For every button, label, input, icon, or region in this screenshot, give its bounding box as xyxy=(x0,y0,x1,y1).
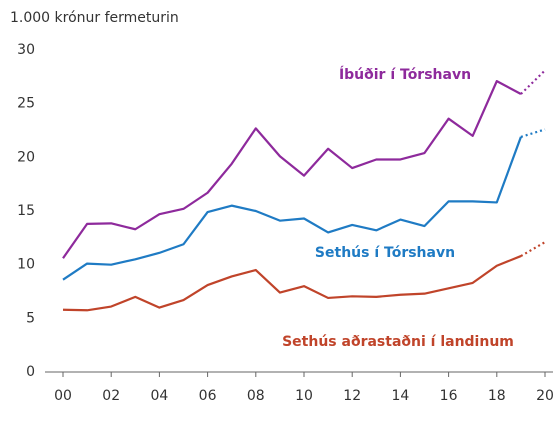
series-label: Sethús í Tórshavn xyxy=(315,245,455,261)
y-tick-label: 0 xyxy=(26,364,35,380)
line-series xyxy=(62,255,522,312)
y-tick-label: 25 xyxy=(17,96,35,112)
line-projection xyxy=(520,241,546,258)
y-tick-label: 20 xyxy=(17,149,35,165)
series-label: Íbúðir í Tórshavn xyxy=(339,66,471,83)
x-tick-label: 18 xyxy=(488,388,506,404)
line-series xyxy=(62,136,522,281)
y-tick-label: 5 xyxy=(26,310,35,326)
x-tick-label: 16 xyxy=(440,388,458,404)
line-series xyxy=(62,80,522,259)
x-tick-label: 20 xyxy=(536,388,553,404)
series-label: Sethús aðrastaðni í landinum xyxy=(282,334,514,350)
y-tick-label: 10 xyxy=(17,257,35,273)
x-tick-label: 00 xyxy=(54,388,72,404)
x-tick-label: 14 xyxy=(391,388,409,404)
x-tick-label: 12 xyxy=(343,388,361,404)
line-projection xyxy=(520,69,546,95)
line-projection xyxy=(520,128,546,138)
x-tick-label: 06 xyxy=(199,388,217,404)
x-tick-label: 02 xyxy=(102,388,120,404)
y-axis-label: 1.000 krónur fermeturin xyxy=(10,10,179,26)
y-tick-label: 15 xyxy=(17,203,35,219)
x-tick-label: 08 xyxy=(247,388,265,404)
y-tick-label: 30 xyxy=(17,42,35,58)
x-tick-label: 04 xyxy=(150,388,168,404)
x-tick-label: 10 xyxy=(295,388,313,404)
